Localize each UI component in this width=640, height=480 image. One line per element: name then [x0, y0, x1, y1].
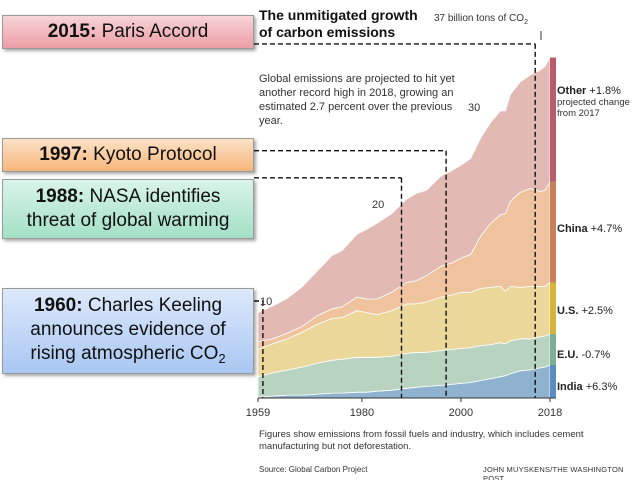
region-bars [550, 57, 556, 398]
label-us: U.S. +2.5% [557, 305, 613, 317]
y-ticks: 10 20 30 [260, 102, 480, 308]
source-note: Source: Global Carbon Project [259, 465, 368, 474]
y-tick-label-30: 30 [468, 102, 480, 114]
bar-india [550, 365, 556, 398]
credit-note: JOHN MUYSKENS/THE WASHINGTON POST [483, 465, 624, 480]
label-china: China +4.7% [557, 223, 623, 235]
stacked-areas [257, 55, 551, 399]
y-tick-label-20: 20 [372, 199, 384, 211]
label-other: Other +1.8% projected change from 2017 [557, 85, 630, 119]
x-tick-label-1980: 1980 [350, 407, 374, 419]
x-tick-label-2018: 2018 [538, 407, 562, 419]
label-eu: E.U. -0.7% [557, 349, 611, 361]
chart-title: The unmitigated growth of carbon emissio… [259, 7, 418, 40]
bar-eu [550, 334, 556, 365]
event-nasa-warning: 1988: NASA identifies threat of global w… [2, 179, 254, 239]
event-lines [254, 43, 536, 398]
bar-other [550, 57, 556, 182]
bar-us [550, 282, 556, 334]
x-tick-label-2000: 2000 [449, 407, 473, 419]
label-india: India +6.3% [557, 381, 618, 393]
event-paris-accord: 2015: Paris Accord [2, 15, 254, 49]
event-keeling: 1960: Charles Keeling announces evidence… [2, 288, 254, 374]
x-tick-label-1959: 1959 [246, 407, 270, 419]
top-value-label: 37 billion tons of CO2 [434, 13, 528, 26]
chart-description: Global emissions are projected to hit ye… [259, 73, 455, 127]
footnote: Figures show emissions from fossil fuels… [259, 429, 584, 452]
event-kyoto-protocol: 1997: Kyoto Protocol [2, 138, 254, 172]
bar-china [550, 181, 556, 283]
x-ticks: 1959 1980 2000 2018 [246, 398, 562, 419]
y-tick-label-10: 10 [260, 296, 272, 308]
